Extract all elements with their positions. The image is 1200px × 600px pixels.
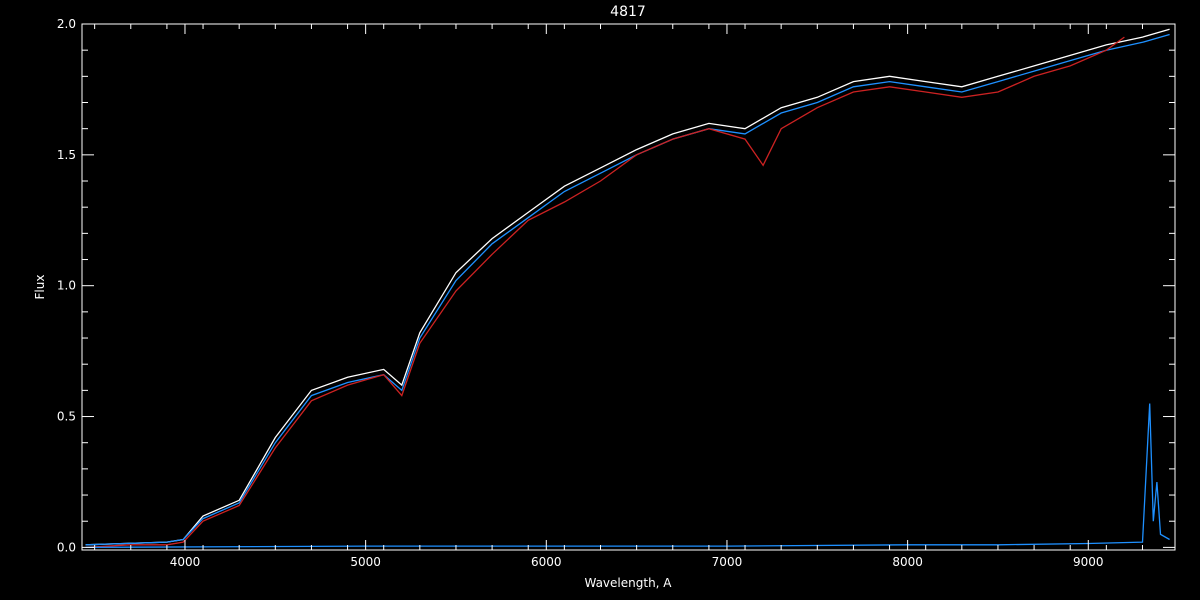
chart-title: 4817 — [610, 4, 646, 20]
x-tick-label: 6000 — [531, 555, 562, 569]
x-tick-label: 5000 — [350, 555, 381, 569]
y-tick-label: 1.5 — [57, 148, 76, 162]
series-line-1 — [85, 33, 1170, 546]
y-tick-label: 2.0 — [57, 17, 76, 31]
y-tick-label: 0.0 — [57, 540, 76, 554]
series-line-0 — [85, 28, 1170, 546]
y-tick-label: 0.5 — [57, 410, 76, 424]
y-tick-label: 1.0 — [57, 279, 76, 293]
x-ticks: 4000 5000 6000 7000 8000 9000 — [94, 24, 1143, 569]
x-tick-label: 8000 — [892, 555, 923, 569]
x-axis-label: Wavelength, A — [584, 576, 672, 590]
series-line-2 — [85, 36, 1125, 549]
y-axis-label: Flux — [33, 275, 47, 300]
x-tick-label: 7000 — [712, 555, 743, 569]
plot-frame — [81, 23, 1176, 551]
y-ticks: 0.0 0.5 1.0 1.5 2.0 — [57, 17, 1175, 554]
x-tick-label: 4000 — [170, 555, 201, 569]
x-tick-label: 9000 — [1073, 555, 1104, 569]
